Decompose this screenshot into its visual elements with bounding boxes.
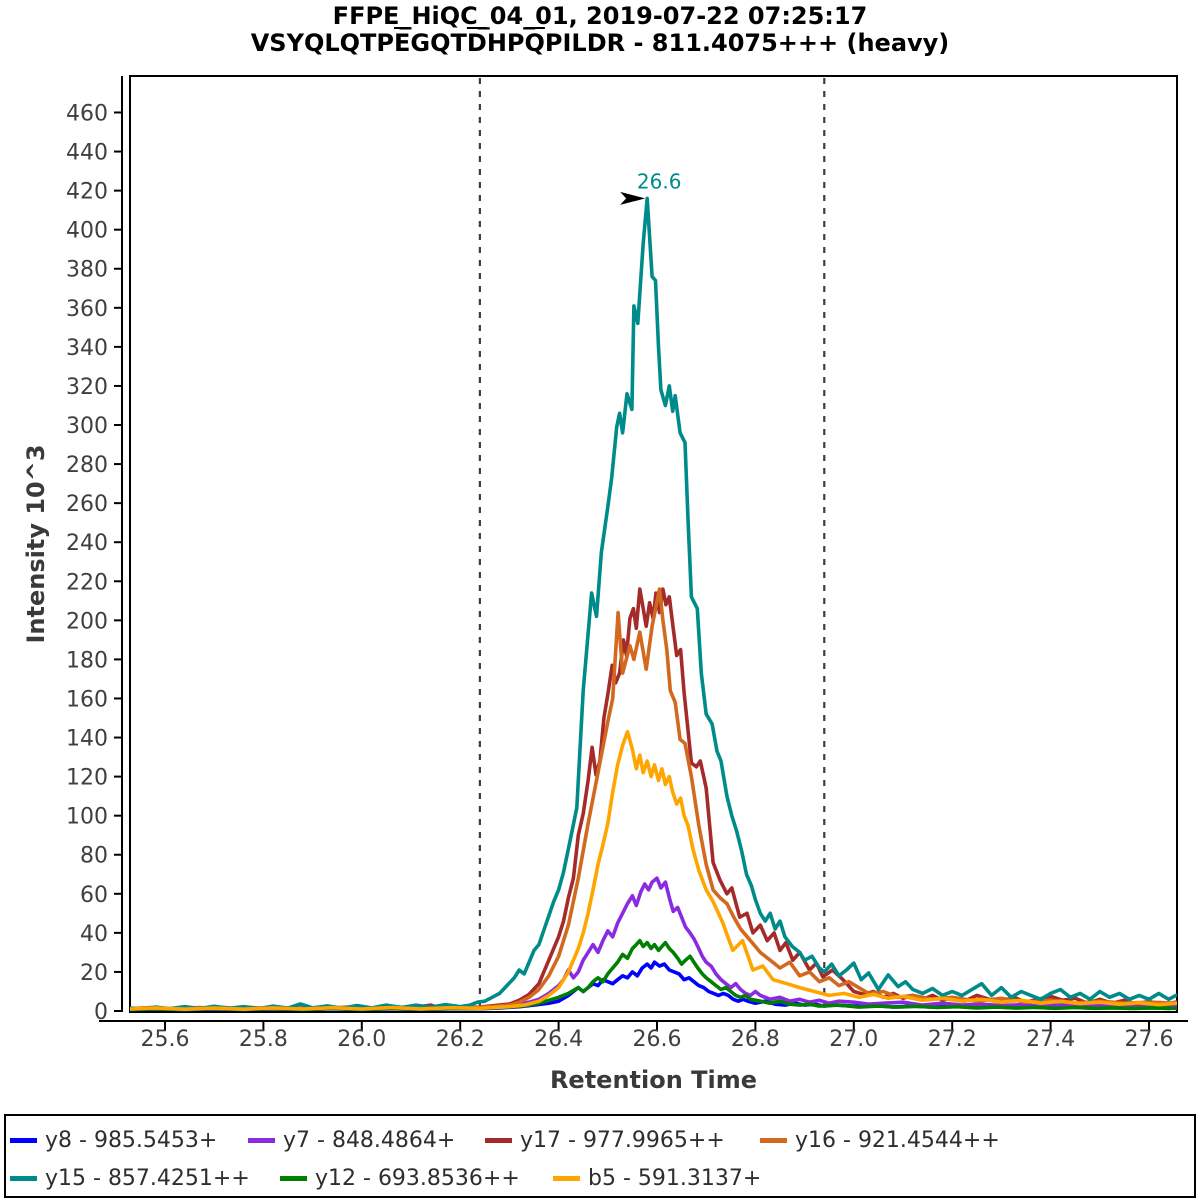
- legend-item-y12: y12 - 693.8536++: [280, 1165, 520, 1191]
- y-tick-label: 380: [66, 258, 108, 283]
- y-tick-label: 260: [66, 492, 108, 517]
- legend-label-y15: y15 - 857.4251++: [45, 1165, 250, 1191]
- peptide-residue-modified: D: [466, 29, 487, 57]
- legend-label-y12: y12 - 693.8536++: [315, 1165, 520, 1191]
- legend-label-y16: y16 - 921.4544++: [795, 1127, 1000, 1153]
- x-tick-label: 26.4: [534, 1027, 583, 1052]
- x-tick-label: 27.2: [928, 1027, 977, 1052]
- legend-swatch-y8: [10, 1137, 37, 1143]
- peptide-text: HP: [486, 29, 525, 57]
- legend-label-b5: b5 - 591.3137+: [588, 1165, 762, 1191]
- y-tick-label: 100: [66, 805, 108, 830]
- y-tick-label: 80: [80, 844, 108, 869]
- y-tick-label: 200: [66, 609, 108, 634]
- x-tick-label: 26.2: [436, 1027, 485, 1052]
- y-tick-label: 220: [66, 570, 108, 595]
- legend-swatch-y12: [280, 1175, 307, 1181]
- y-axis-title: Intensity 10^3: [22, 444, 50, 643]
- y-tick-label: 320: [66, 375, 108, 400]
- peptide-residue-modified: E: [394, 29, 411, 57]
- chart-title-block: FFPE_HiQC_04_01, 2019-07-22 07:25:17 VSY…: [0, 3, 1200, 57]
- x-tick-label: 25.6: [141, 1027, 190, 1052]
- legend-label-y8: y8 - 985.5453+: [45, 1127, 218, 1153]
- y-tick-label: 120: [66, 766, 108, 791]
- legend-swatch-y16: [760, 1137, 787, 1143]
- series-group: [130, 196, 1177, 1012]
- legend-item-y17: y17 - 977.9965++: [485, 1127, 725, 1153]
- x-tick-label: 26.6: [633, 1027, 682, 1052]
- legend: y8 - 985.5453+ y7 - 848.4864+ y17 - 977.99…: [4, 1114, 1196, 1198]
- y-tick-label: 0: [94, 1000, 108, 1025]
- legend-label-y7: y7 - 848.4864+: [283, 1127, 456, 1153]
- x-tick-label: 25.8: [239, 1027, 288, 1052]
- legend-item-y15: y15 - 857.4251++: [10, 1165, 250, 1191]
- y-tick-label: 160: [66, 687, 108, 712]
- y-tick-label: 20: [80, 961, 108, 986]
- y-tick-label: 420: [66, 180, 108, 205]
- plot-frame: [129, 75, 1178, 1013]
- y-tick-label: 400: [66, 219, 108, 244]
- x-tick-label: 27.6: [1125, 1027, 1174, 1052]
- legend-label-y17: y17 - 977.9965++: [520, 1127, 725, 1153]
- peptide-text: - 811.4075+++ (heavy): [625, 29, 950, 57]
- legend-swatch-y15: [10, 1175, 37, 1181]
- peak-annotation-arrow: [620, 191, 646, 205]
- y-tick-label: 300: [66, 414, 108, 439]
- x-tick-label: 27.4: [1026, 1027, 1075, 1052]
- series-line-b5: [130, 729, 1177, 1012]
- peak-annotation-label: 26.6: [637, 169, 682, 193]
- y-tick-label: 60: [80, 883, 108, 908]
- series-line-y7: [130, 876, 1177, 1012]
- x-tick-label: 26.8: [731, 1027, 780, 1052]
- legend-swatch-b5: [553, 1175, 580, 1181]
- y-tick-label: 360: [66, 297, 108, 322]
- peptide-text: PILDR: [544, 29, 626, 57]
- legend-item-y8: y8 - 985.5453+: [10, 1127, 218, 1153]
- chart-title-peptide: VSYQLQTPEGQTDHPQPILDR - 811.4075+++ (hea…: [0, 30, 1200, 57]
- series-line-y15: [130, 196, 1177, 1011]
- peptide-text: VSYQLQTP: [250, 29, 394, 57]
- x-axis-title: Retention Time: [550, 1066, 757, 1094]
- peptide-text: GQT: [410, 29, 467, 57]
- y-tick-label: 280: [66, 453, 108, 478]
- y-tick-label: 460: [66, 101, 108, 126]
- y-tick-label: 140: [66, 727, 108, 752]
- y-tick-label: 340: [66, 336, 108, 361]
- legend-item-y7: y7 - 848.4864+: [248, 1127, 456, 1153]
- legend-swatch-y7: [248, 1137, 275, 1143]
- peptide-residue-modified: Q: [524, 29, 545, 57]
- y-tick-label: 240: [66, 531, 108, 556]
- y-tick-label: 40: [80, 922, 108, 947]
- y-tick-label: 180: [66, 648, 108, 673]
- x-tick-label: 26.0: [337, 1027, 386, 1052]
- legend-swatch-y17: [485, 1137, 512, 1143]
- y-tick-label: 440: [66, 141, 108, 166]
- chart-title-line1: FFPE_HiQC_04_01, 2019-07-22 07:25:17: [332, 2, 868, 30]
- legend-item-b5: b5 - 591.3137+: [553, 1165, 762, 1191]
- legend-item-y16: y16 - 921.4544++: [760, 1127, 1000, 1153]
- x-tick-label: 27.0: [829, 1027, 878, 1052]
